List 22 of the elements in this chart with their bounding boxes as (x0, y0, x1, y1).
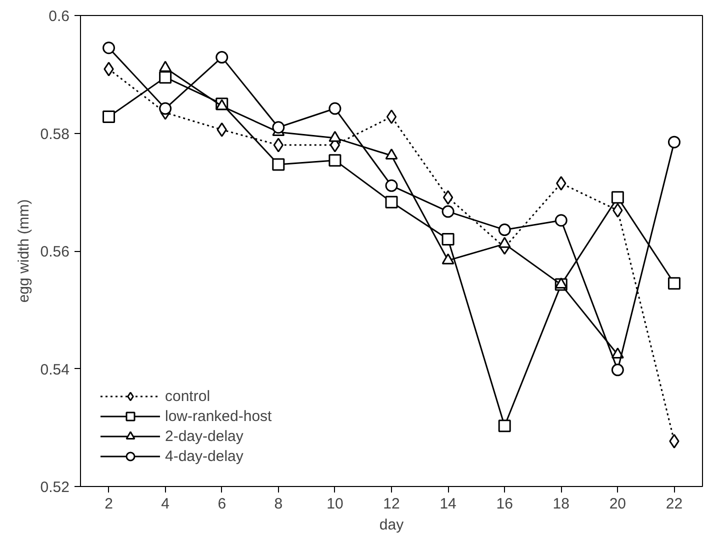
x-tick-label: 10 (326, 496, 344, 512)
legend-label: control (165, 388, 210, 404)
y-tick-label: 0.6 (48, 8, 70, 25)
x-tick-label: 6 (218, 496, 226, 512)
x-axis-title: day (379, 516, 404, 534)
x-tick-label: 16 (496, 496, 513, 512)
x-tick-label: 18 (552, 496, 570, 512)
y-axis-title: egg width (mm) (15, 199, 32, 303)
x-tick-label: 12 (383, 496, 400, 512)
x-tick-label: 22 (666, 496, 683, 512)
y-tick-label: 0.52 (40, 479, 70, 496)
legend-label: 2-day-delay (165, 428, 244, 444)
y-tick-label: 0.58 (40, 126, 70, 143)
x-tick-label: 8 (274, 496, 283, 512)
x-tick-label: 4 (161, 496, 170, 512)
y-tick-label: 0.56 (40, 244, 70, 260)
x-tick-label: 2 (104, 496, 113, 512)
legend-label: low-ranked-host (165, 408, 272, 424)
legend-label: 4-day-delay (165, 448, 244, 464)
x-tick-label: 14 (440, 496, 456, 512)
y-tick-label: 0.54 (40, 361, 70, 378)
x-tick-label: 20 (609, 496, 626, 512)
